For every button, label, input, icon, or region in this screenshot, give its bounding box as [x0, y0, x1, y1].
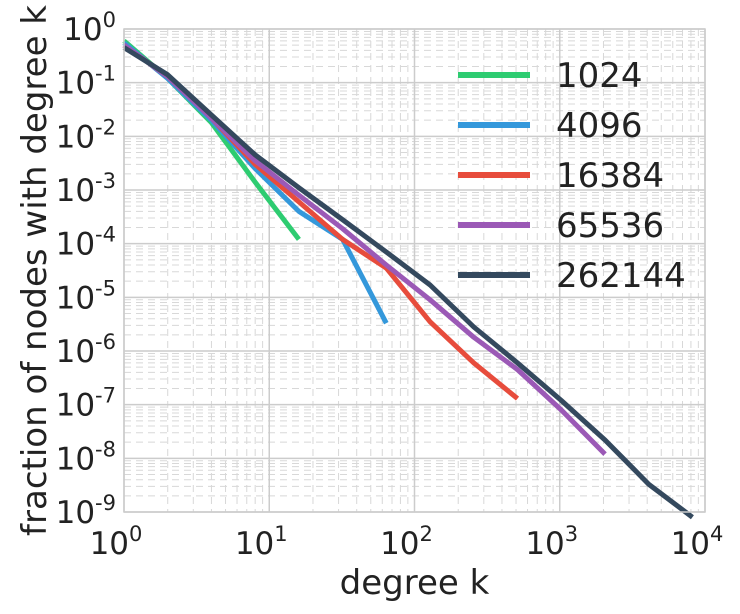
legend-label-65536: 65536	[556, 206, 664, 246]
x-tick-label: 101	[235, 522, 288, 562]
y-tick-label: 10-4	[56, 223, 116, 263]
legend: 1024 4096 16384 65536 262144	[458, 56, 686, 296]
series-line-262144	[122, 45, 694, 520]
y-axis-label: fraction of nodes with degree k	[15, 5, 55, 536]
grid	[123, 28, 706, 513]
legend-label-16384: 16384	[556, 156, 664, 196]
legend-label-1024: 1024	[556, 56, 643, 96]
series-lines	[122, 39, 694, 520]
y-tick-label: 10-1	[56, 62, 116, 102]
x-tick-labels: 100 101 102 103 104	[90, 522, 724, 562]
y-tick-label: 10-3	[56, 169, 116, 209]
y-tick-label: 10-7	[56, 384, 116, 424]
y-tick-label: 100	[63, 8, 116, 48]
y-tick-label: 10-6	[56, 330, 116, 370]
plot-frame	[123, 28, 706, 513]
x-tick-label: 102	[380, 522, 433, 562]
y-tick-label: 10-8	[56, 437, 116, 477]
x-tick-label: 103	[525, 522, 578, 562]
y-tick-label: 10-9	[56, 491, 116, 531]
series-line-65536	[122, 43, 607, 456]
y-tick-label: 10-5	[56, 276, 116, 316]
legend-label-4096: 4096	[556, 106, 643, 146]
y-tick-labels: 100 10-1 10-2 10-3 10-4 10-5 10-6 10-7 10-8 10-9	[56, 8, 116, 531]
y-tick-label: 10-2	[56, 115, 116, 155]
x-tick-label: 104	[671, 522, 724, 562]
legend-label-262144: 262144	[556, 256, 686, 296]
x-axis-label: degree k	[340, 563, 490, 603]
x-tick-label: 100	[90, 522, 143, 562]
